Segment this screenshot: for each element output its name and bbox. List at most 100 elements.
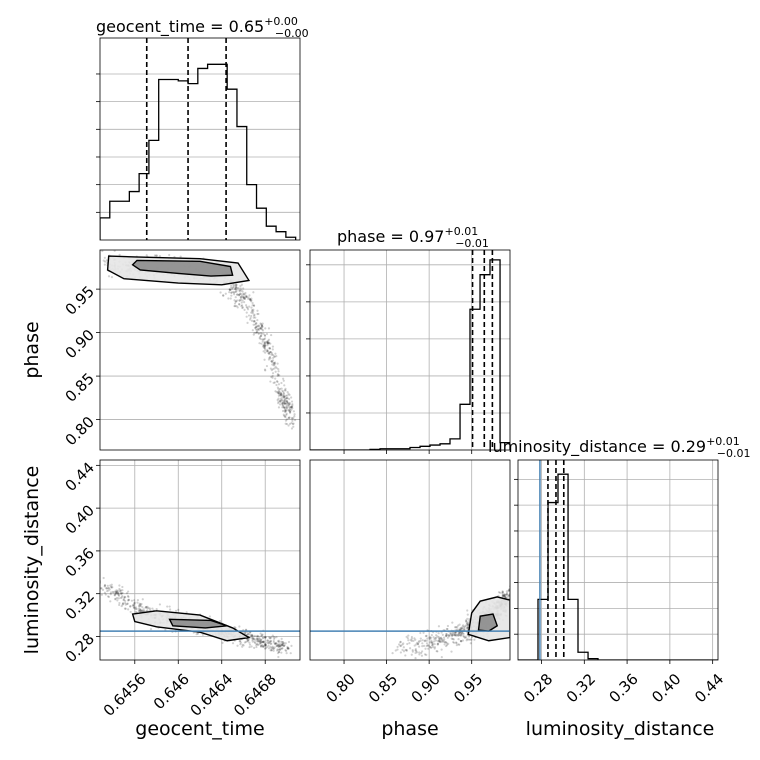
- sample-point: [277, 648, 280, 651]
- sample-point: [505, 591, 509, 595]
- sample-point: [503, 593, 506, 597]
- sample-point: [459, 628, 462, 631]
- sample-point: [116, 589, 120, 592]
- sample-point: [235, 285, 238, 288]
- sample-point: [501, 592, 504, 595]
- sample-point: [278, 392, 281, 395]
- sample-point: [402, 650, 406, 653]
- sample-point: [118, 253, 121, 257]
- sample-point: [430, 640, 433, 644]
- sample-point: [266, 350, 269, 353]
- sample-point: [274, 377, 277, 380]
- sample-point: [288, 411, 292, 414]
- sample-point: [139, 604, 142, 607]
- sample-point: [504, 593, 507, 596]
- sample-point: [506, 595, 509, 598]
- sample-point: [288, 416, 291, 419]
- sample-point: [280, 643, 283, 647]
- sample-point: [255, 331, 259, 334]
- sample-point: [445, 627, 449, 631]
- sample-point: [283, 389, 286, 392]
- sample-point: [101, 588, 105, 591]
- sample-point: [245, 311, 248, 314]
- sample-point: [123, 607, 127, 610]
- sample-point: [268, 356, 271, 360]
- sample-point: [273, 381, 276, 384]
- sample-point: [438, 639, 441, 642]
- sample-point: [437, 632, 440, 635]
- sample-point: [281, 406, 284, 409]
- sample-point: [241, 290, 244, 293]
- sample-point: [136, 601, 139, 604]
- sample-point: [277, 390, 280, 393]
- sample-point: [271, 363, 274, 366]
- sample-point: [118, 589, 122, 592]
- sample-point: [450, 634, 454, 637]
- sample-point: [240, 304, 244, 307]
- sample-point: [423, 640, 426, 643]
- sample-point: [280, 644, 284, 647]
- sample-point: [269, 636, 272, 640]
- sample-point: [103, 263, 106, 266]
- sample-point: [145, 254, 148, 257]
- sample-point: [415, 643, 418, 646]
- ytick-label-geocent_time-luminosity_distance: 0.36: [62, 544, 98, 580]
- sample-point: [102, 576, 105, 580]
- sample-point: [254, 331, 258, 334]
- sample-point: [261, 322, 264, 325]
- sample-point: [510, 606, 512, 608]
- sample-point: [284, 649, 287, 652]
- sample-point: [276, 644, 279, 647]
- sample-point: [406, 637, 409, 640]
- sample-point: [467, 623, 470, 626]
- sample-point: [263, 334, 267, 337]
- sample-point: [243, 308, 246, 311]
- ytick-label-geocent_time-phase: 0.80: [62, 413, 98, 449]
- sample-point: [270, 360, 273, 363]
- sample-point: [429, 636, 432, 639]
- sample-point: [266, 639, 269, 642]
- sample-point: [466, 626, 469, 630]
- ylabel-luminosity-distance: luminosity_distance: [21, 466, 43, 655]
- sample-point: [287, 424, 290, 427]
- sample-point: [257, 635, 260, 638]
- sample-point: [503, 595, 506, 598]
- sample-point: [250, 306, 253, 309]
- sample-point: [282, 379, 285, 382]
- sample-point: [110, 586, 113, 589]
- frame-luminosity_distance: [517, 459, 719, 661]
- contour-inner-geocent_time-luminosity_distance: [168, 618, 228, 629]
- sample-point: [501, 594, 504, 597]
- sample-point: [456, 628, 459, 631]
- sample-point: [287, 403, 291, 406]
- sample-point: [208, 615, 212, 618]
- sample-point: [281, 640, 284, 644]
- sample-point: [262, 332, 265, 335]
- sample-point: [425, 634, 428, 638]
- sample-point: [266, 350, 269, 353]
- sample-point: [229, 288, 232, 291]
- sample-point: [271, 345, 275, 348]
- sample-point: [277, 639, 281, 642]
- sample-point: [239, 639, 242, 643]
- panel-hist-luminosity-distance: [518, 460, 718, 660]
- sample-point: [259, 638, 262, 641]
- sample-point: [417, 645, 421, 648]
- sample-point: [258, 637, 261, 640]
- sample-point: [253, 320, 256, 323]
- sample-point: [272, 356, 275, 360]
- sample-point: [174, 609, 178, 613]
- sample-point: [139, 608, 142, 611]
- sample-point: [250, 310, 254, 313]
- sample-point: [222, 294, 225, 297]
- sample-point: [415, 649, 418, 652]
- sample-point: [129, 604, 132, 608]
- sample-point: [267, 358, 271, 361]
- sample-point: [245, 295, 248, 299]
- sample-point: [437, 635, 440, 639]
- sample-point: [139, 609, 142, 612]
- sample-point: [259, 632, 262, 635]
- sample-point: [255, 329, 259, 332]
- sample-point: [276, 398, 279, 402]
- sample-point: [424, 635, 428, 638]
